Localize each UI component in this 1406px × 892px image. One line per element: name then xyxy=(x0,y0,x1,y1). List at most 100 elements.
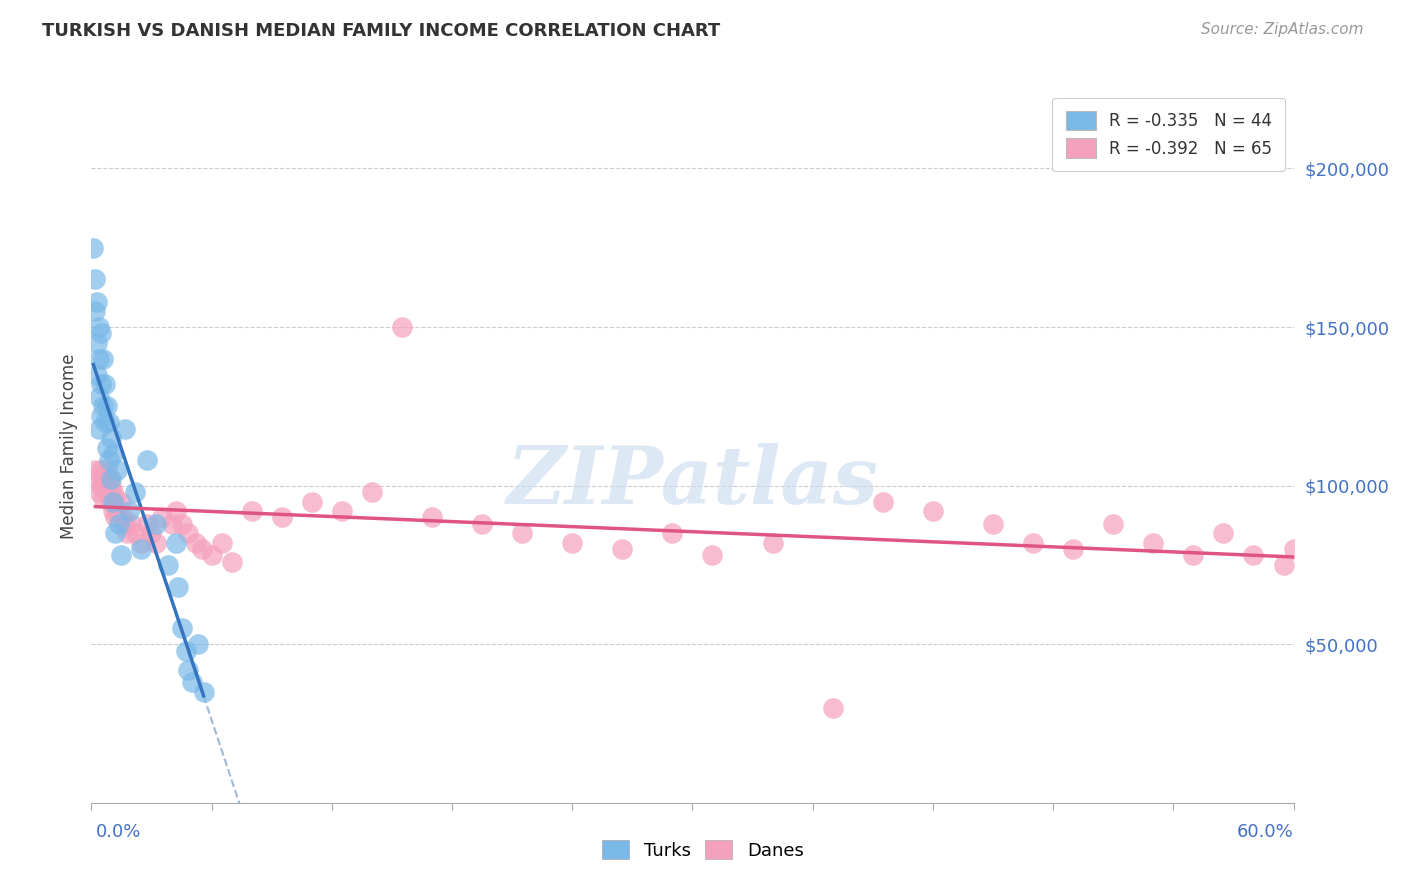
Point xyxy=(136,516,159,531)
Point xyxy=(114,516,136,531)
Point xyxy=(211,535,233,549)
Point xyxy=(110,494,132,508)
Text: 60.0%: 60.0% xyxy=(1237,822,1294,840)
Text: Source: ZipAtlas.com: Source: ZipAtlas.com xyxy=(1201,22,1364,37)
Point xyxy=(1102,516,1125,531)
Point xyxy=(100,472,122,486)
Point xyxy=(190,542,212,557)
Point xyxy=(160,516,183,531)
Point xyxy=(1272,558,1295,572)
Point xyxy=(86,472,108,486)
Point xyxy=(94,478,117,492)
Point xyxy=(93,351,115,366)
Point xyxy=(90,409,112,423)
Point xyxy=(1212,526,1234,541)
Point xyxy=(561,535,583,549)
Point xyxy=(121,516,143,531)
Point xyxy=(100,431,122,445)
Point xyxy=(180,675,202,690)
Point xyxy=(90,478,112,492)
Legend: R = -0.335   N = 44, R = -0.392   N = 65: R = -0.335 N = 44, R = -0.392 N = 65 xyxy=(1052,97,1285,171)
Text: TURKISH VS DANISH MEDIAN FAMILY INCOME CORRELATION CHART: TURKISH VS DANISH MEDIAN FAMILY INCOME C… xyxy=(42,22,720,40)
Point xyxy=(170,621,193,635)
Point xyxy=(360,485,382,500)
Point xyxy=(98,472,121,486)
Point xyxy=(176,663,198,677)
Point xyxy=(184,535,207,549)
Point xyxy=(84,272,107,286)
Point xyxy=(93,400,115,414)
Point xyxy=(661,526,683,541)
Point xyxy=(96,463,118,477)
Point xyxy=(94,415,117,429)
Point xyxy=(301,494,323,508)
Point xyxy=(89,320,111,334)
Point xyxy=(1243,549,1265,563)
Point xyxy=(201,549,224,563)
Point xyxy=(104,526,127,541)
Point xyxy=(221,555,243,569)
Point xyxy=(193,685,215,699)
Point xyxy=(103,447,125,461)
Point xyxy=(156,558,179,572)
Point xyxy=(84,463,107,477)
Text: ZIPatlas: ZIPatlas xyxy=(506,443,879,520)
Point xyxy=(118,504,141,518)
Point xyxy=(176,526,198,541)
Point xyxy=(94,377,117,392)
Point xyxy=(612,542,634,557)
Point xyxy=(98,415,121,429)
Point xyxy=(145,535,167,549)
Point xyxy=(93,472,115,486)
Point xyxy=(124,526,146,541)
Point xyxy=(166,580,188,594)
Point xyxy=(170,516,193,531)
Point xyxy=(96,400,118,414)
Point xyxy=(821,700,844,714)
Point xyxy=(103,494,125,508)
Point xyxy=(90,463,112,477)
Point xyxy=(131,542,153,557)
Point xyxy=(89,390,111,404)
Point xyxy=(124,485,146,500)
Point xyxy=(90,326,112,341)
Point xyxy=(110,549,132,563)
Point xyxy=(510,526,533,541)
Point xyxy=(98,453,121,467)
Point xyxy=(86,294,108,309)
Point xyxy=(1062,542,1084,557)
Point xyxy=(165,504,187,518)
Point xyxy=(93,491,115,506)
Legend: Turks, Danes: Turks, Danes xyxy=(595,833,811,867)
Point xyxy=(108,516,131,531)
Point xyxy=(103,485,125,500)
Point xyxy=(131,535,153,549)
Point xyxy=(420,510,443,524)
Point xyxy=(165,535,187,549)
Text: 0.0%: 0.0% xyxy=(96,822,141,840)
Point xyxy=(96,441,118,455)
Point xyxy=(89,421,111,435)
Point xyxy=(112,510,135,524)
Point xyxy=(104,491,127,506)
Point xyxy=(100,494,122,508)
Point xyxy=(270,510,292,524)
Point xyxy=(104,510,127,524)
Point xyxy=(136,453,159,467)
Point xyxy=(107,504,129,518)
Point xyxy=(89,485,111,500)
Point xyxy=(117,526,139,541)
Point xyxy=(981,516,1004,531)
Point xyxy=(762,535,785,549)
Point xyxy=(145,516,167,531)
Point xyxy=(84,304,107,318)
Point xyxy=(872,494,894,508)
Point xyxy=(174,643,197,657)
Point xyxy=(89,351,111,366)
Point xyxy=(107,463,129,477)
Point xyxy=(1142,535,1164,549)
Point xyxy=(1282,542,1305,557)
Point xyxy=(86,335,108,350)
Point xyxy=(150,510,173,524)
Point xyxy=(391,320,413,334)
